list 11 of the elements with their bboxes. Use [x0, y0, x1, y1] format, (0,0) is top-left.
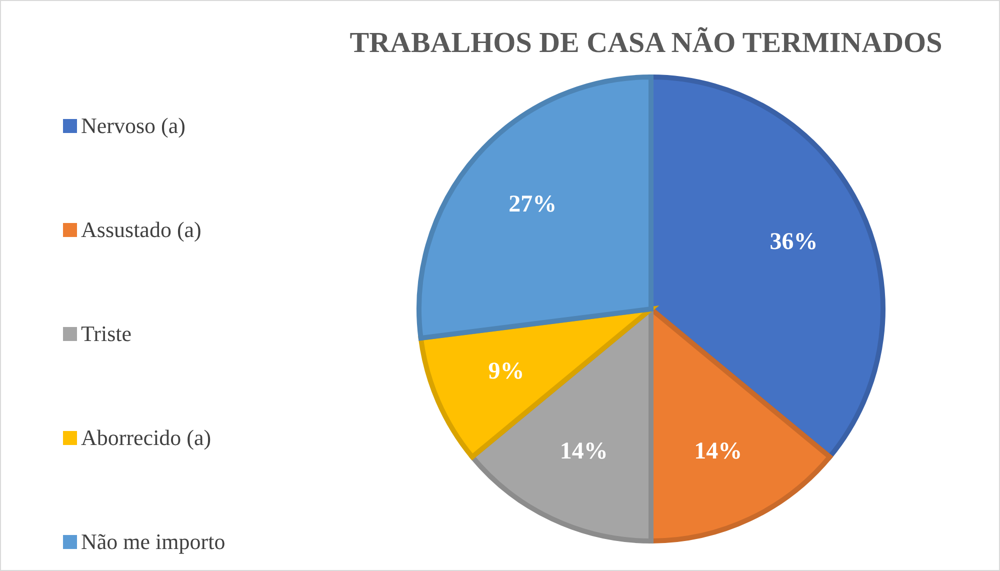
data-label: 14% [560, 438, 608, 465]
legend-label: Aborrecido (a) [81, 425, 212, 451]
data-label: 36% [770, 228, 818, 255]
data-label: 14% [694, 438, 742, 465]
legend-label: Não me importo [81, 529, 226, 555]
legend-label: Assustado (a) [81, 217, 202, 243]
data-label: 27% [508, 192, 557, 218]
legend-label: Triste [81, 321, 132, 347]
legend-label: Nervoso (a) [81, 113, 186, 139]
data-label: 9% [488, 358, 524, 385]
chart-title: TRABALHOS DE CASA NÃO TERMINADOS [348, 27, 944, 60]
